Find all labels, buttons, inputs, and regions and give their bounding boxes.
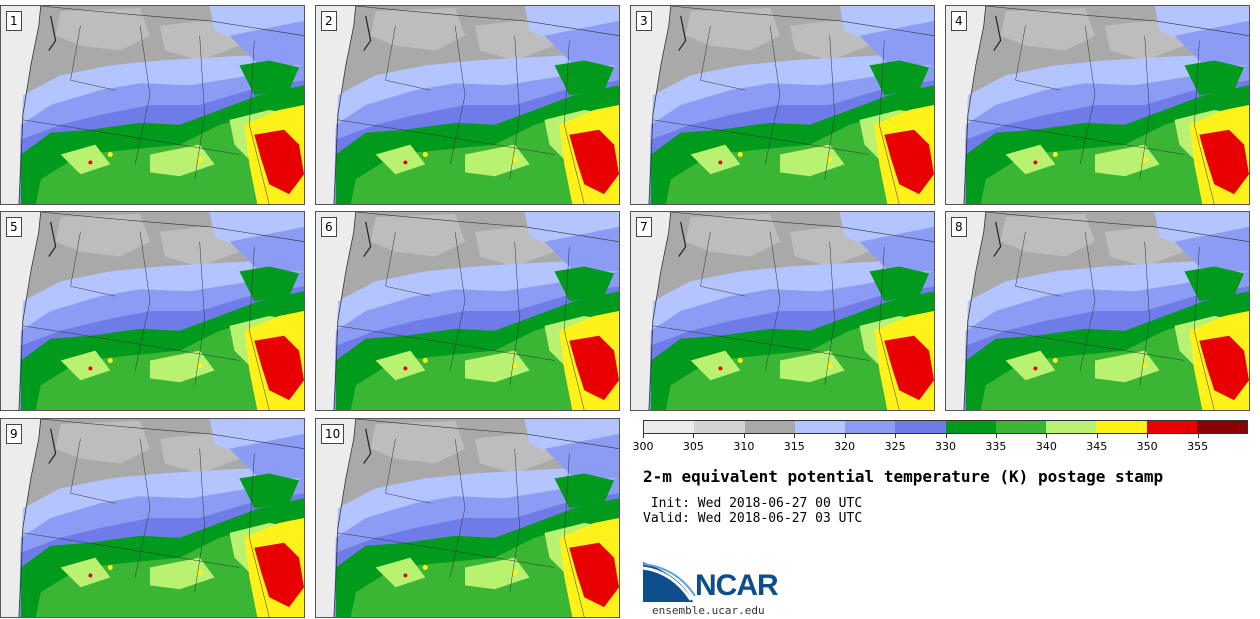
panel-label: 5: [6, 217, 22, 237]
map-image: [946, 6, 1249, 204]
colorbar-segment: [995, 421, 1046, 433]
colorbar-tick-mark: [895, 434, 897, 438]
map-image: [1, 6, 304, 204]
colorbar: [643, 420, 1248, 434]
colorbar-tick-mark: [794, 434, 796, 438]
colorbar-tick-label: 355: [1187, 440, 1209, 453]
colorbar-tick-label: 300: [632, 440, 654, 453]
colorbar-tick-mark: [1046, 434, 1048, 438]
colorbar-segment: [1196, 421, 1247, 433]
colorbar-tick-mark: [1147, 434, 1149, 438]
map-panel: 5: [0, 211, 305, 411]
init-time: Init: Wed 2018-06-27 00 UTC: [643, 496, 863, 511]
colorbar-tick-label: 345: [1086, 440, 1108, 453]
colorbar-segment: [644, 421, 695, 433]
colorbar-segment: [845, 421, 896, 433]
colorbar-tick-label: 335: [985, 440, 1007, 453]
logo-url: ensemble.ucar.edu: [652, 604, 765, 617]
chart-title: 2-m equivalent potential temperature (K)…: [643, 467, 1164, 486]
colorbar-tick-mark: [945, 434, 947, 438]
colorbar-tick-label: 330: [935, 440, 956, 453]
panel-label: 9: [6, 424, 22, 444]
map-image: [1, 212, 304, 410]
panel-label: 4: [951, 11, 967, 31]
map-image: [631, 6, 934, 204]
map-image: [316, 212, 619, 410]
map-panel: 6: [315, 211, 620, 411]
logo-text: NCAR: [695, 569, 779, 602]
colorbar-segment: [744, 421, 795, 433]
colorbar-segment: [895, 421, 946, 433]
map-panel: 4: [945, 5, 1250, 205]
panel-label: 1: [6, 11, 22, 31]
panel-label: 7: [636, 217, 652, 237]
panel-label: 10: [321, 424, 345, 444]
map-panel: 3: [630, 5, 935, 205]
colorbar-tick-label: 305: [682, 440, 704, 453]
colorbar-segment: [694, 421, 745, 433]
colorbar-segment: [1146, 421, 1197, 433]
map-image: [631, 212, 934, 410]
colorbar-segment: [945, 421, 996, 433]
valid-time: Valid: Wed 2018-06-27 03 UTC: [643, 511, 863, 526]
colorbar-tick-mark: [1197, 434, 1199, 438]
panel-label: 8: [951, 217, 967, 237]
colorbar-tick-marks: [643, 434, 1248, 438]
colorbar-tick-labels: 300 305 310 315 320 325 330 335 340 345 350 355: [633, 440, 1248, 456]
colorbar-tick-label: 320: [834, 440, 856, 453]
colorbar-tick-mark: [844, 434, 846, 438]
colorbar-segment: [1046, 421, 1097, 433]
map-image: [1, 419, 304, 617]
colorbar-tick-label: 315: [783, 440, 805, 453]
map-image: [946, 212, 1249, 410]
ncar-logo-icon: [643, 562, 696, 602]
colorbar-segment: [794, 421, 845, 433]
colorbar-tick-label: 325: [884, 440, 906, 453]
panel-label: 6: [321, 217, 337, 237]
map-panel: 1: [0, 5, 305, 205]
map-image: [316, 6, 619, 204]
colorbar-tick-label: 340: [1035, 440, 1057, 453]
colorbar-tick-label: 310: [733, 440, 755, 453]
map-panel: 10: [315, 418, 620, 618]
colorbar-tick-mark: [743, 434, 745, 438]
panel-label: 2: [321, 11, 337, 31]
colorbar-tick-mark: [1096, 434, 1098, 438]
map-image: [316, 419, 619, 617]
map-panel: 8: [945, 211, 1250, 411]
map-panel: 2: [315, 5, 620, 205]
colorbar-segment: [1096, 421, 1147, 433]
colorbar-tick-mark: [643, 434, 644, 438]
panel-label: 3: [636, 11, 652, 31]
map-panel: 9: [0, 418, 305, 618]
colorbar-tick-label: 350: [1136, 440, 1158, 453]
colorbar-tick-mark: [693, 434, 695, 438]
colorbar-tick-mark: [995, 434, 997, 438]
map-panel: 7: [630, 211, 935, 411]
